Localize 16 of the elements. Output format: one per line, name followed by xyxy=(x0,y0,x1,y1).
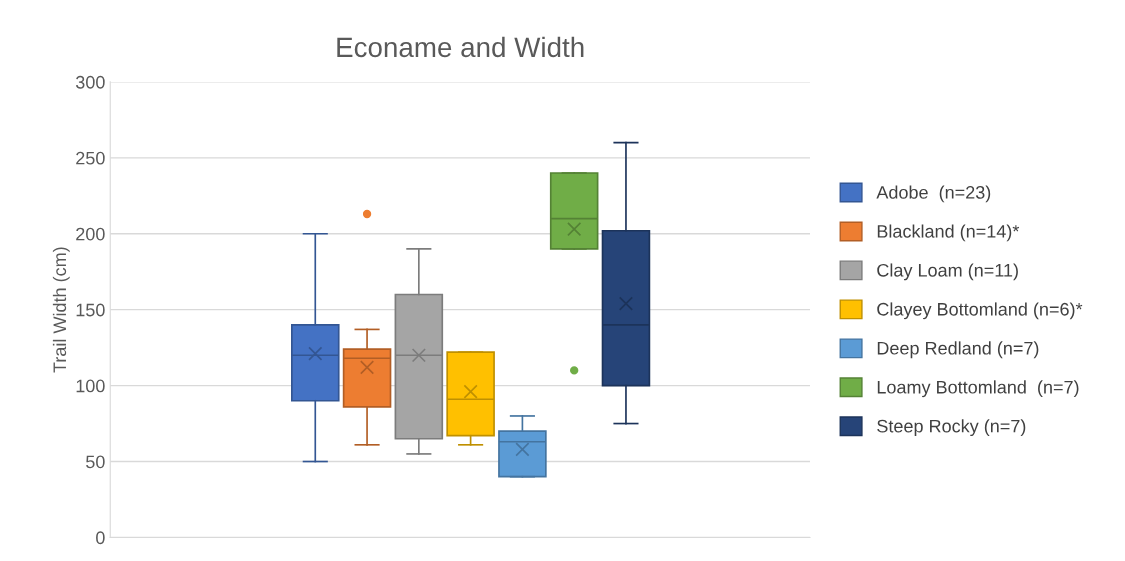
y-tick-label: 150 xyxy=(76,303,105,317)
y-tick-label: 0 xyxy=(96,531,105,545)
y-tick-label: 100 xyxy=(76,379,105,393)
legend-label: Clay Loam (n=11) xyxy=(877,263,1018,281)
y-tick-label: 300 xyxy=(75,75,105,89)
legend-label: Adobe (n=23) xyxy=(876,185,991,203)
y-tick-label: 50 xyxy=(86,455,105,469)
legend-label: Blackland (n=14)* xyxy=(877,224,1020,242)
legend-label: Steep Rocky (n=7) xyxy=(877,419,1026,437)
y-tick-label: 200 xyxy=(76,227,105,241)
legend-label: Loamy Bottomland (n=7) xyxy=(877,380,1079,398)
legend-label: Clayey Bottomland (n=6)* xyxy=(877,302,1083,320)
legend-label: Deep Redland (n=7) xyxy=(877,341,1039,359)
y-tick-label: 250 xyxy=(76,151,105,165)
chart-title: Econame and Width xyxy=(337,36,584,58)
y-axis-title: Trail Width (cm) xyxy=(52,247,70,373)
